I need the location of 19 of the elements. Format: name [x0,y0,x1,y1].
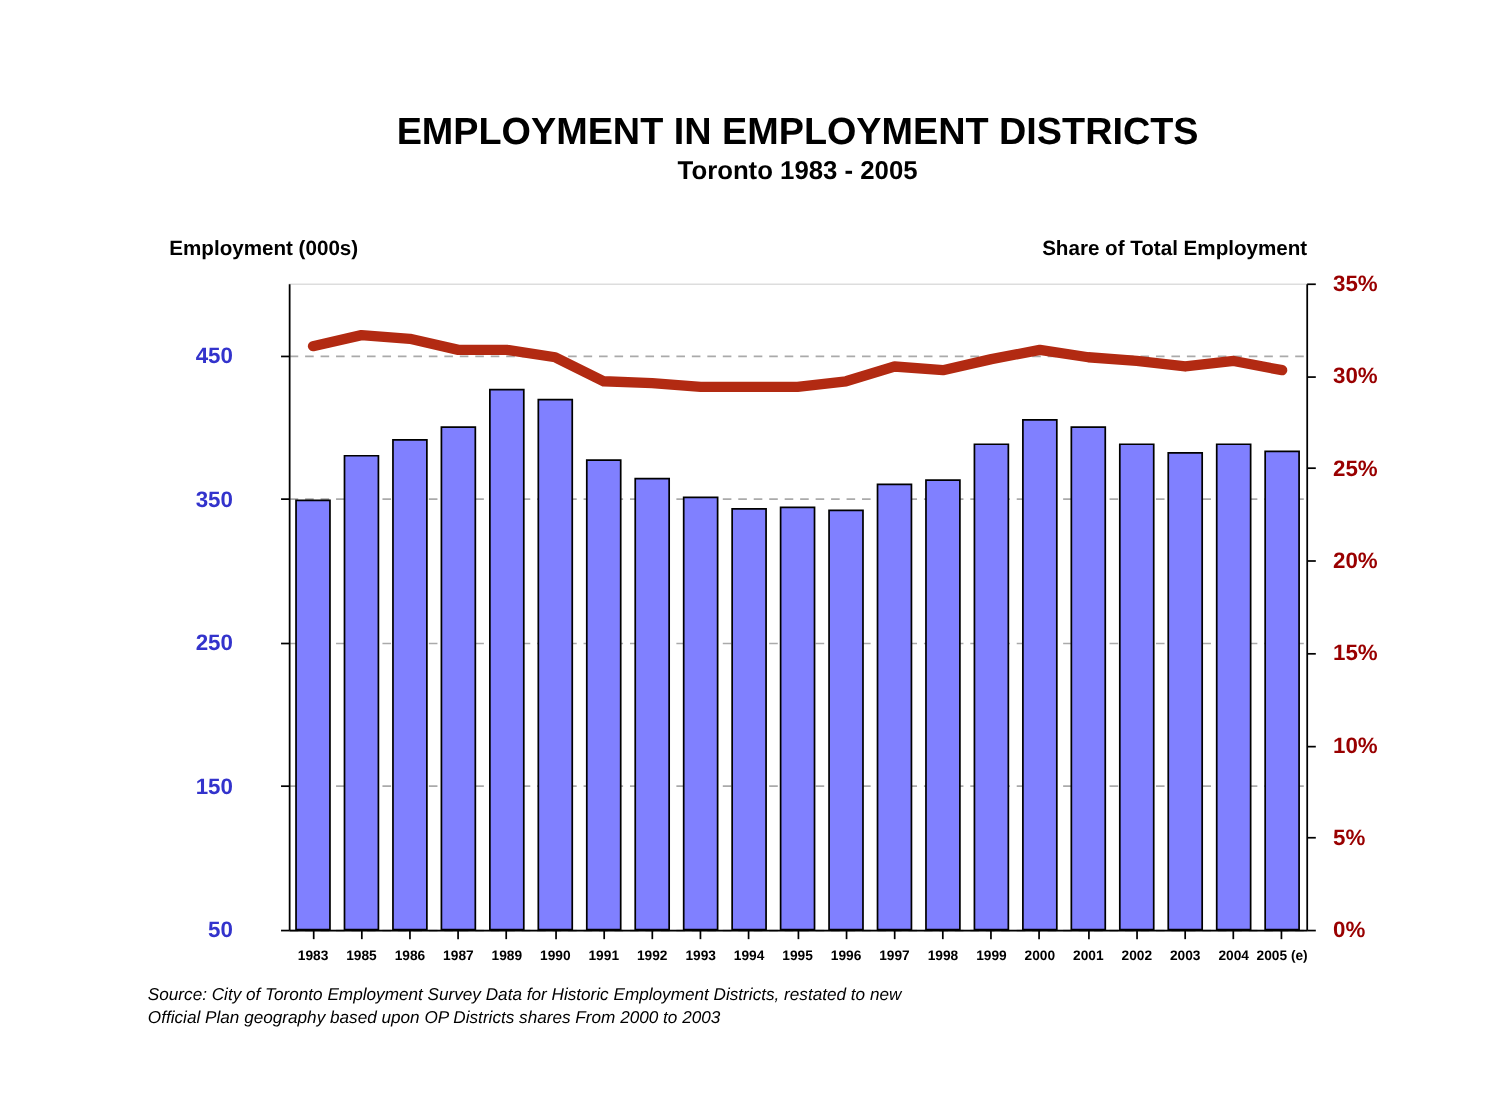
chart-title: EMPLOYMENT IN EMPLOYMENT DISTRICTS [396,112,1199,155]
y2-tick-label: 20% [1333,550,1378,575]
chart-subtitle: Toronto 1983 - 2005 [677,154,918,185]
y-tick-label: 50 [208,919,233,944]
y2-tick-label: 25% [1333,457,1378,482]
y-tick-label: 450 [195,344,233,369]
y-tick-label: 350 [195,488,233,513]
y2-axis-title: Share of Total Employment [1042,239,1309,262]
y2-tick-label: 35% [1333,273,1378,298]
y-tick-label: 150 [195,775,233,800]
y-tick-label: 250 [195,632,233,657]
y2-tick-label: 0% [1333,919,1366,944]
y2-tick-label: 10% [1333,734,1378,759]
text: Official Plan geography based upon OP Districts shares From 2000 to 2003 [147,1006,721,1027]
y2-tick-label: 5% [1333,827,1366,852]
y2-tick-label: 15% [1333,642,1378,667]
source-note: Source: City of Toronto Employment Survey Data for Historic Employment Districts, restated to new [147,984,903,1005]
y2-tick-label: 30% [1333,365,1378,390]
y-axis-title: Employment (000s) [169,239,359,262]
